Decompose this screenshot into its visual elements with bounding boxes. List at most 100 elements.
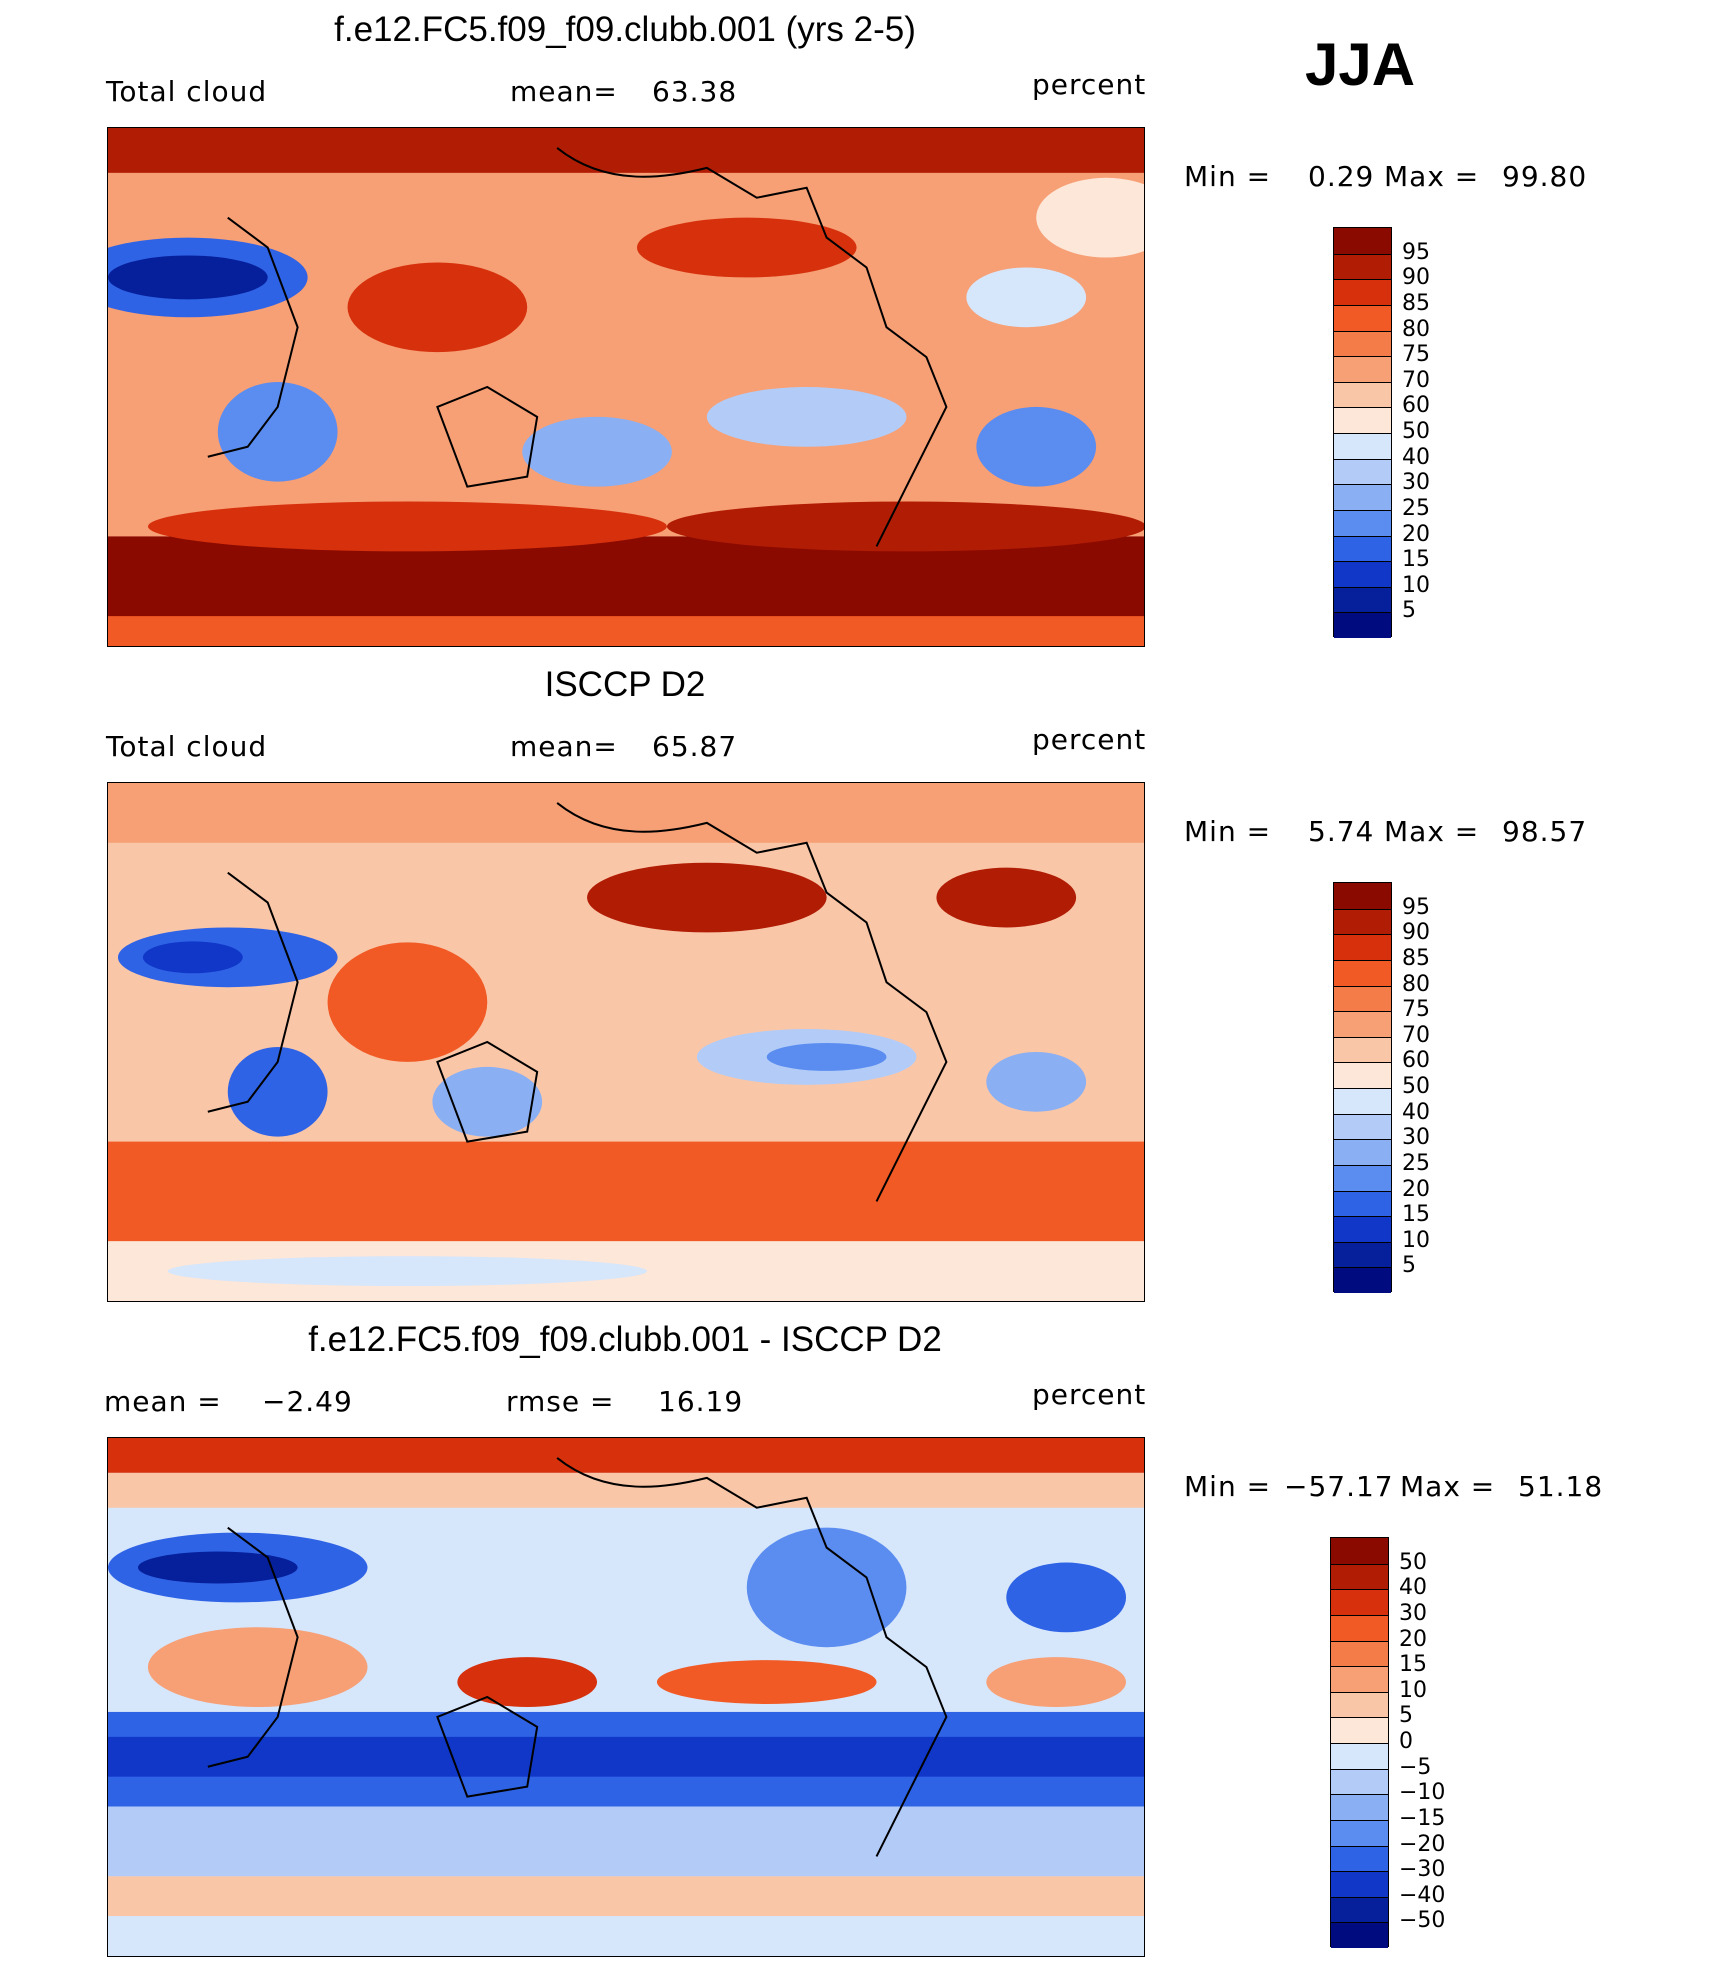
panel1-mean-value: 63.38 bbox=[652, 75, 738, 108]
colorbar-segment bbox=[1331, 1922, 1388, 1948]
colorbar-level-label: 10 bbox=[1399, 1677, 1427, 1703]
season-label: JJA bbox=[1305, 31, 1416, 98]
panel3-min-value: −57.17 bbox=[1284, 1470, 1394, 1503]
panel2-title: ISCCP D2 bbox=[544, 665, 706, 704]
colorbar-level-label: 40 bbox=[1402, 444, 1430, 470]
colorbar-segment bbox=[1334, 407, 1391, 433]
panel1-mean-label: mean= bbox=[510, 75, 618, 108]
colorbar-segment bbox=[1331, 1768, 1388, 1795]
colorbar-level-label: 20 bbox=[1399, 1626, 1427, 1652]
colorbar-level-label: 30 bbox=[1402, 1125, 1430, 1151]
colorbar-segment bbox=[1334, 908, 1391, 935]
colorbar-segment bbox=[1331, 1563, 1388, 1590]
colorbar-segment bbox=[1334, 1036, 1391, 1063]
colorbar-level-label: 5 bbox=[1399, 1703, 1413, 1729]
panel1-min-label: Min = bbox=[1184, 160, 1272, 193]
colorbar-level-label: 50 bbox=[1399, 1549, 1427, 1575]
panel2-max-label: Max = bbox=[1384, 815, 1480, 848]
panel1-units: percent bbox=[1032, 68, 1147, 101]
panel3-units: percent bbox=[1032, 1378, 1147, 1411]
panel1-colorbar bbox=[1333, 227, 1392, 638]
panel1-variable-label: Total cloud bbox=[106, 75, 268, 108]
panel1-map bbox=[107, 127, 1145, 647]
panel3-colorbar bbox=[1330, 1537, 1389, 1948]
panel3-rmse-label: rmse = bbox=[506, 1385, 615, 1418]
colorbar-segment bbox=[1334, 612, 1391, 638]
panel3-max-label: Max = bbox=[1400, 1470, 1496, 1503]
panel3-max-value: 51.18 bbox=[1518, 1470, 1604, 1503]
colorbar-segment bbox=[1334, 1164, 1391, 1191]
colorbar-segment bbox=[1331, 1691, 1388, 1718]
colorbar-level-label: 20 bbox=[1402, 1176, 1430, 1202]
colorbar-level-label: −30 bbox=[1399, 1857, 1446, 1883]
panel3-mean-value: −2.49 bbox=[262, 1385, 353, 1418]
colorbar-segment bbox=[1331, 1743, 1388, 1769]
colorbar-segment bbox=[1334, 253, 1391, 280]
colorbar-segment bbox=[1331, 1896, 1388, 1923]
colorbar-segment bbox=[1331, 1666, 1388, 1692]
colorbar-level-label: 40 bbox=[1399, 1575, 1427, 1601]
colorbar-level-label: 75 bbox=[1402, 342, 1430, 368]
colorbar-segment bbox=[1334, 1139, 1391, 1165]
colorbar-level-label: 80 bbox=[1402, 971, 1430, 997]
colorbar-level-label: 85 bbox=[1402, 290, 1430, 316]
colorbar-level-label: 75 bbox=[1402, 997, 1430, 1023]
panel3-mean-label: mean = bbox=[104, 1385, 222, 1418]
panel1-contour-field bbox=[108, 128, 1144, 646]
colorbar-level-label: 60 bbox=[1402, 1048, 1430, 1074]
colorbar-segment bbox=[1331, 1794, 1388, 1820]
colorbar-segment bbox=[1334, 1062, 1391, 1088]
colorbar-segment bbox=[1331, 1717, 1388, 1743]
panel3-map bbox=[107, 1437, 1145, 1957]
colorbar-level-label: 95 bbox=[1402, 239, 1430, 265]
colorbar-level-label: 85 bbox=[1402, 945, 1430, 971]
colorbar-level-label: −5 bbox=[1399, 1754, 1432, 1780]
panel2-max-value: 98.57 bbox=[1502, 815, 1588, 848]
colorbar-segment bbox=[1334, 304, 1391, 331]
panel1-min-value: 0.29 bbox=[1308, 160, 1375, 193]
colorbar-level-label: 40 bbox=[1402, 1099, 1430, 1125]
colorbar-segment bbox=[1334, 1113, 1391, 1140]
panel1-max-value: 99.80 bbox=[1502, 160, 1588, 193]
colorbar-level-label: 15 bbox=[1402, 547, 1430, 573]
panel1-title: f.e12.FC5.f09_f09.clubb.001 (yrs 2-5) bbox=[334, 10, 916, 49]
colorbar-level-label: 5 bbox=[1402, 598, 1416, 624]
colorbar-level-label: −40 bbox=[1399, 1882, 1446, 1908]
panel1-max-label: Max = bbox=[1384, 160, 1480, 193]
colorbar-segment bbox=[1334, 330, 1391, 357]
colorbar-segment bbox=[1334, 228, 1391, 254]
colorbar-level-label: 15 bbox=[1402, 1202, 1430, 1228]
colorbar-level-label: 5 bbox=[1402, 1253, 1416, 1279]
colorbar-segment bbox=[1331, 1871, 1388, 1897]
panel2-mean-label: mean= bbox=[510, 730, 618, 763]
colorbar-segment bbox=[1331, 1538, 1388, 1564]
panel3-title: f.e12.FC5.f09_f09.clubb.001 - ISCCP D2 bbox=[308, 1320, 942, 1359]
colorbar-level-label: 10 bbox=[1402, 572, 1430, 598]
colorbar-segment bbox=[1334, 484, 1391, 510]
colorbar-segment bbox=[1331, 1614, 1388, 1641]
colorbar-level-label: 30 bbox=[1402, 470, 1430, 496]
colorbar-segment bbox=[1334, 1190, 1391, 1217]
colorbar-level-label: 50 bbox=[1402, 419, 1430, 444]
colorbar-segment bbox=[1334, 381, 1391, 408]
panel2-min-value: 5.74 bbox=[1308, 815, 1375, 848]
panel3-contour-field bbox=[108, 1438, 1144, 1956]
panel2-contour-field bbox=[108, 783, 1144, 1301]
panel2-variable-label: Total cloud bbox=[106, 730, 268, 763]
colorbar-segment bbox=[1334, 561, 1391, 587]
panel2-units: percent bbox=[1032, 723, 1147, 756]
colorbar-segment bbox=[1334, 883, 1391, 909]
colorbar-level-label: 0 bbox=[1399, 1729, 1413, 1754]
colorbar-segment bbox=[1334, 1011, 1391, 1037]
colorbar-segment bbox=[1331, 1819, 1388, 1846]
colorbar-segment bbox=[1334, 458, 1391, 485]
colorbar-level-label: −10 bbox=[1399, 1780, 1446, 1806]
colorbar-segment bbox=[1334, 1088, 1391, 1114]
colorbar-level-label: 90 bbox=[1402, 920, 1430, 946]
colorbar-level-label: 50 bbox=[1402, 1074, 1430, 1099]
colorbar-level-label: −50 bbox=[1399, 1908, 1446, 1934]
colorbar-level-label: 10 bbox=[1402, 1227, 1430, 1253]
panel3-min-label: Min = bbox=[1184, 1470, 1272, 1503]
colorbar-level-label: 30 bbox=[1399, 1600, 1427, 1626]
colorbar-level-label: 80 bbox=[1402, 316, 1430, 342]
